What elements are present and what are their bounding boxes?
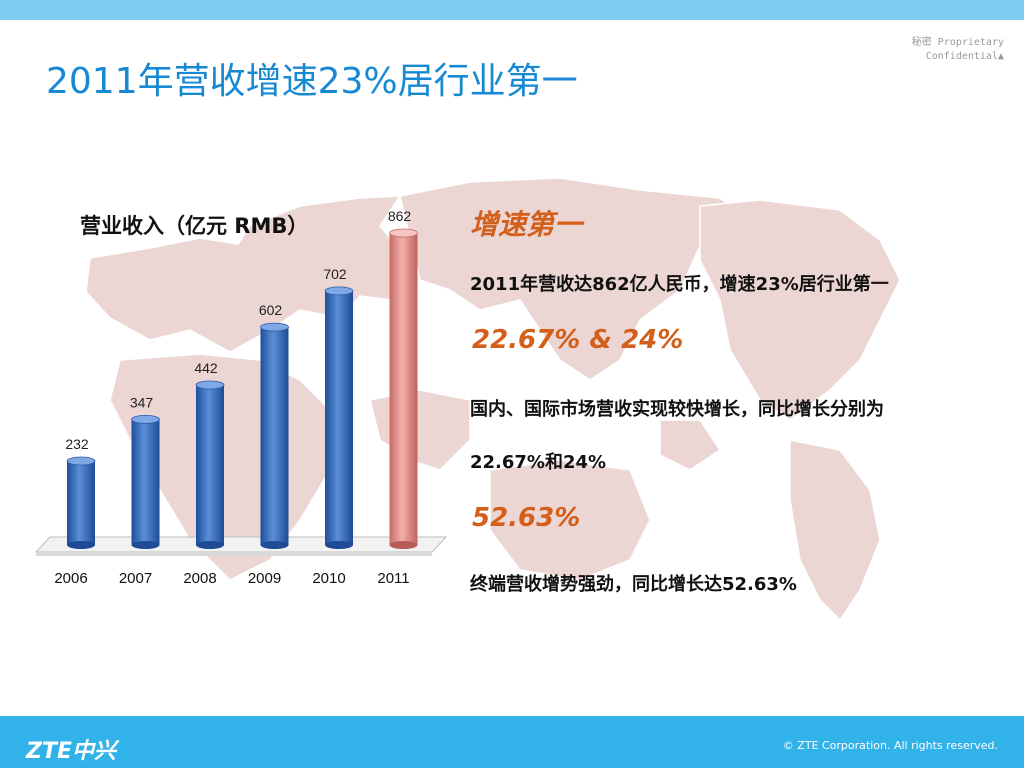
bar-2009	[260, 322, 289, 549]
growth-text: 2011年营收达862亿人民币，增速23%居行业第一	[470, 274, 889, 295]
copyright-text: © ZTE Corporation. All rights reserved.	[782, 739, 998, 752]
bar-2006	[66, 456, 96, 549]
confidential-label: 秘密 Proprietary Confidential▲	[864, 36, 1004, 64]
confidential-line-2: Confidential▲	[925, 51, 1004, 62]
footer-bar	[0, 716, 1024, 768]
x-tick-2007: 2007	[119, 570, 152, 587]
x-tick-2009: 2009	[248, 570, 281, 587]
terminal-growth-heading: 52.63%	[472, 503, 581, 533]
slide-title: 2011年营收增速23%居行业第一	[46, 61, 578, 102]
data-label-2008: 442	[194, 360, 218, 376]
domestic-growth-text-line-1: 国内、国际市场营收实现较快增长，同比增长分别为	[470, 399, 884, 420]
zte-logo: ZTE中兴	[26, 739, 116, 764]
bar-2008	[195, 380, 225, 549]
x-tick-2010: 2010	[312, 570, 345, 587]
top-accent-bar	[0, 0, 1024, 20]
data-label-2009: 602	[259, 302, 283, 318]
data-label-2006: 232	[65, 436, 89, 452]
chart-floor-edge	[36, 552, 432, 556]
chart-title: 营业收入（亿元 RMB）	[80, 214, 309, 238]
data-label-2007: 347	[130, 394, 154, 410]
terminal-growth-text: 终端营收增势强劲，同比增长达52.63%	[470, 574, 797, 595]
x-tick-2006: 2006	[54, 570, 87, 587]
domestic-growth-text-line-2: 22.67%和24%	[470, 452, 607, 473]
x-tick-2011: 2011	[377, 570, 409, 587]
data-label-2010: 702	[323, 266, 347, 282]
confidential-line-1: 秘密 Proprietary	[911, 37, 1004, 48]
bar-2010	[324, 286, 354, 549]
bar-2007	[131, 415, 160, 549]
data-label-2011: 862	[388, 208, 412, 224]
domestic-growth-heading: 22.67% & 24%	[472, 325, 684, 355]
growth-heading: 增速第一	[470, 208, 583, 241]
chart-floor	[34, 536, 448, 553]
x-tick-2008: 2008	[183, 570, 216, 587]
bar-2011	[389, 228, 418, 549]
